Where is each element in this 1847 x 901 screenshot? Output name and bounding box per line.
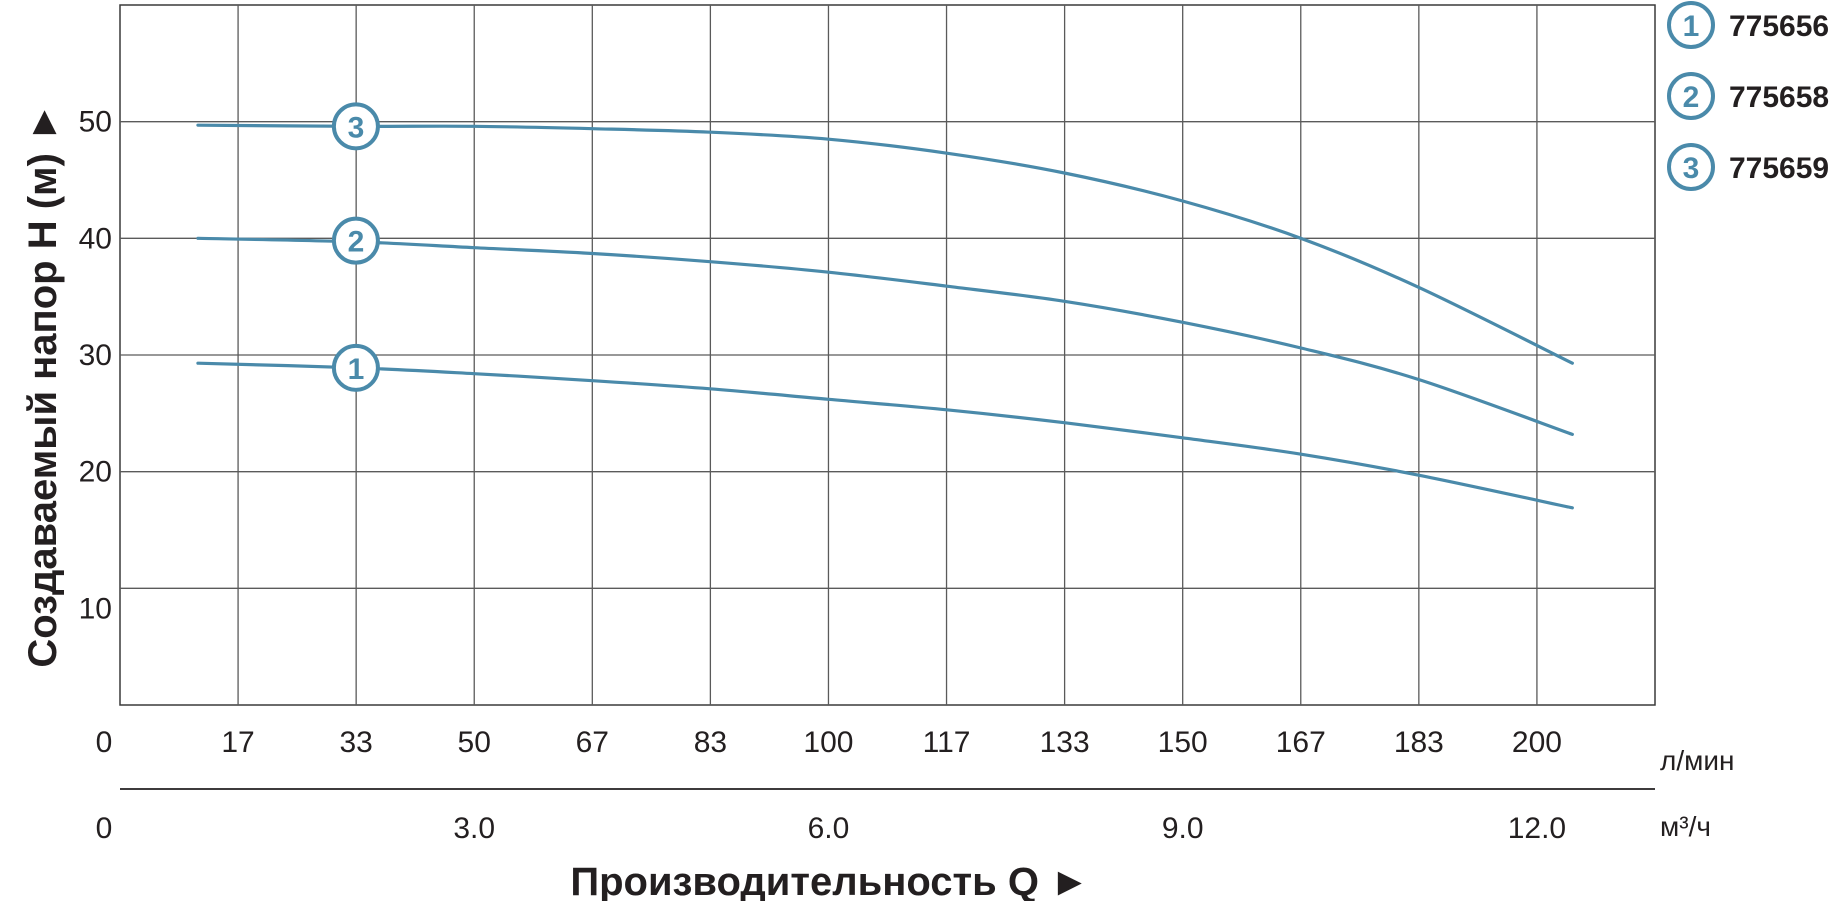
x-tick-label: 167: [1276, 726, 1326, 759]
x2-tick-label: 3.0: [453, 812, 495, 845]
x-tick-label: 200: [1512, 726, 1562, 759]
series-markers: 1 2 3: [331, 102, 380, 392]
y-tick-label: 50: [79, 106, 112, 139]
svg-text:1: 1: [348, 353, 365, 386]
series-marker-775656: 1: [331, 343, 380, 392]
svg-text:2: 2: [1683, 81, 1700, 114]
x2-tick-label: 9.0: [1162, 812, 1204, 845]
series-line-775659: [196, 123, 1574, 365]
legend-label: 775658: [1729, 81, 1829, 114]
x-tick-label: 133: [1040, 726, 1090, 759]
y-axis-title: Создаваемый напор Н (м) ►: [21, 102, 65, 667]
x-tick-label: 67: [576, 726, 609, 759]
x2-tick-label: 12.0: [1508, 812, 1566, 845]
legend-label: 775656: [1729, 10, 1829, 43]
svg-text:3: 3: [1683, 152, 1700, 185]
x-tick-label: 150: [1158, 726, 1208, 759]
x-tick-label: 117: [923, 726, 971, 759]
legend-item-775658: 2 775658: [1667, 72, 1829, 120]
y-tick-label: 10: [79, 592, 112, 625]
x-tick-label: 50: [458, 726, 491, 759]
y-tick-label: 20: [79, 456, 112, 489]
x-tick-label: 33: [339, 726, 372, 759]
x-tick-label-origin: 0: [96, 726, 113, 759]
x-tick-label: 17: [221, 726, 254, 759]
svg-text:1: 1: [1683, 10, 1700, 43]
x-tick-label: 100: [803, 726, 853, 759]
svg-text:3: 3: [348, 111, 365, 144]
x2-tick-label: 6.0: [808, 812, 850, 845]
y-tick-label: 40: [79, 222, 112, 255]
x-unit-primary: л/мин: [1660, 745, 1734, 776]
x-tick-label: 183: [1394, 726, 1444, 759]
y-tick-label: 30: [79, 339, 112, 372]
svg-text:2: 2: [348, 226, 365, 259]
legend-item-775659: 3 775659: [1667, 143, 1829, 191]
series-lines: [196, 123, 1574, 510]
x-axis-title: Производительность Q ►: [570, 860, 1089, 901]
x-unit-secondary: м³/ч: [1660, 811, 1711, 842]
series-marker-775658: 2: [331, 216, 380, 265]
series-marker-775659: 3: [331, 102, 380, 151]
series-line-775658: [196, 236, 1574, 436]
legend-label: 775659: [1729, 152, 1829, 185]
series-line-775656: [196, 361, 1574, 510]
x-tick-label: 83: [694, 726, 727, 759]
legend: 1 775656 2 775658 3 775659: [1667, 1, 1829, 191]
x2-tick-label-origin: 0: [96, 812, 113, 845]
legend-item-775656: 1 775656: [1667, 1, 1829, 49]
